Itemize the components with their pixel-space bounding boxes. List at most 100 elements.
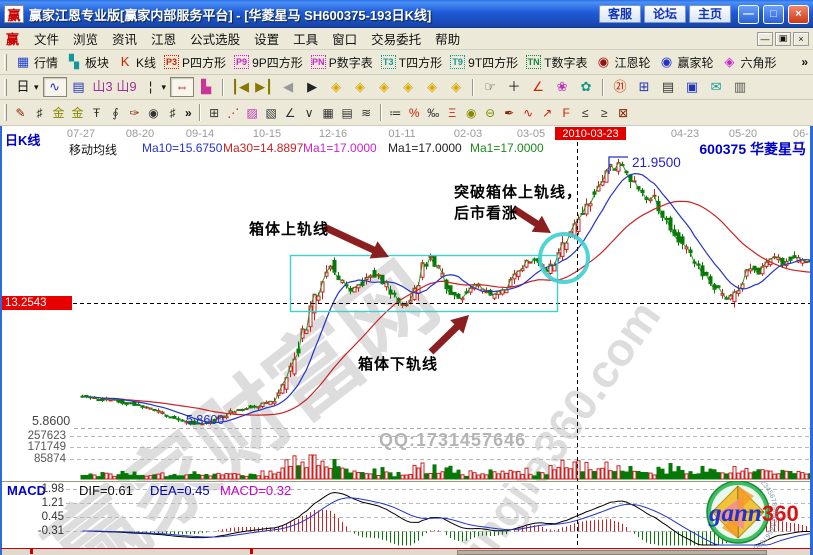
titlebar-link-2[interactable]: 主页 xyxy=(688,5,731,23)
toolbar-p-square-button[interactable]: P3 P四方形 xyxy=(160,52,230,73)
wave-tool-button[interactable]: ∿ xyxy=(523,105,534,120)
gann-box-center-button[interactable]: ◈ xyxy=(420,77,444,97)
menu-item-5[interactable]: 设置 xyxy=(254,33,280,47)
box-tool-button[interactable]: ⊞ xyxy=(209,105,220,120)
menu-item-0[interactable]: 文件 xyxy=(34,33,60,47)
gann-grid-button[interactable]: ≔ xyxy=(389,105,402,120)
toolbar-overflow-button[interactable]: » xyxy=(801,55,808,69)
pen-tool-button[interactable]: ✎ xyxy=(15,105,26,120)
toolbar-grip[interactable] xyxy=(4,104,7,121)
resistance-line-button[interactable]: ≥ xyxy=(600,105,608,120)
box-x-tool-button[interactable]: ⊠ xyxy=(618,105,629,120)
menu-item-4[interactable]: 公式选股 xyxy=(190,33,241,47)
gann-box-full-button[interactable]: ◈ xyxy=(444,77,468,97)
scrollbar-thumb[interactable] xyxy=(457,550,767,555)
printer-button[interactable]: ▥ xyxy=(728,77,752,97)
curve-overlay-toggle-button[interactable]: ∿ xyxy=(42,77,67,97)
toolbar-t-number-table-button[interactable]: TN T数字表 xyxy=(522,52,591,73)
toolbar-grip[interactable] xyxy=(4,78,7,96)
angle-tool-button[interactable]: ∠ xyxy=(526,77,550,97)
circle-grid-button[interactable]: ◉ xyxy=(148,105,159,120)
level-lines-button[interactable]: Ξ xyxy=(448,105,457,120)
draw-pen2-button[interactable]: ✒ xyxy=(504,105,515,120)
menu-item-6[interactable]: 工具 xyxy=(293,33,319,47)
gann-box-both-button[interactable]: ◈ xyxy=(372,77,396,97)
golden-box-button[interactable]: 金 xyxy=(71,106,84,120)
mdi-minimize-button[interactable]: — xyxy=(757,31,773,46)
percent-line-button[interactable]: % xyxy=(408,105,420,120)
color-volume-chart-button[interactable]: ▙ xyxy=(194,77,218,97)
mdi-close-button[interactable]: × xyxy=(793,31,809,46)
save-disk-button[interactable]: ▣ xyxy=(680,77,704,97)
chart-canvas[interactable] xyxy=(2,126,810,548)
flower-tool-button[interactable]: ❀ xyxy=(550,77,574,97)
gann-box-left-button[interactable]: ◈ xyxy=(324,77,348,97)
net-send-button[interactable]: ✉ xyxy=(704,77,728,97)
candle-width-picker-button[interactable]: ¦ ▾ xyxy=(139,77,171,97)
hash-grid-button[interactable]: ♯ xyxy=(36,105,43,120)
menu-item-7[interactable]: 窗口 xyxy=(332,33,358,47)
close-button[interactable]: × xyxy=(788,4,809,24)
zigzag-lines-button[interactable]: ∨ xyxy=(304,105,314,120)
calculator-button[interactable]: ⊞ xyxy=(632,77,656,97)
notebook-button[interactable]: ▤ xyxy=(656,77,680,97)
winner-wheel-label: 赢家轮 xyxy=(677,55,714,70)
last-page-button[interactable]: ▶┃ xyxy=(252,77,276,97)
menu-item-3[interactable]: 江恩 xyxy=(151,33,177,47)
titlebar-link-0[interactable]: 客服 xyxy=(598,5,641,23)
menu-item-8[interactable]: 交易委托 xyxy=(371,33,422,47)
shaded-box-button[interactable]: ▨ xyxy=(246,105,258,120)
time-ruler-button[interactable]: Ŧ xyxy=(92,105,101,120)
toolbar-p-number-table-button[interactable]: PN P数字表 xyxy=(307,52,377,73)
toolbar-quotes-button[interactable]: ▦ 行情 xyxy=(11,52,62,73)
menu-item-1[interactable]: 浏览 xyxy=(73,33,99,47)
prev-page-button[interactable]: ◀ xyxy=(276,77,300,97)
toolbar-grip[interactable] xyxy=(4,53,7,71)
fib-tool-button[interactable]: F xyxy=(562,105,570,120)
compress-klines-button[interactable]: ⇔ xyxy=(170,77,195,97)
fan-box-button[interactable]: ▧ xyxy=(265,105,277,120)
info-panel-button[interactable]: ▤ xyxy=(67,77,91,97)
next-page-button[interactable]: ▶ xyxy=(300,77,324,97)
gann-box-right-button[interactable]: ◈ xyxy=(348,77,372,97)
comb-grid-button[interactable]: ♯ xyxy=(169,105,176,120)
menu-item-2[interactable]: 资讯 xyxy=(112,33,138,47)
support-line-button[interactable]: ≤ xyxy=(581,105,589,120)
bars-3-indicator-button[interactable]: 山3 xyxy=(91,77,115,97)
trend-up-line-button[interactable]: ↗ xyxy=(542,105,553,120)
toolbar-hexagon-button[interactable]: ◈ 六角形 xyxy=(718,52,781,73)
toolbar-p9-square-button[interactable]: P9 9P四方形 xyxy=(230,52,307,73)
golden-section-button[interactable]: 金 xyxy=(52,106,65,120)
first-page-button[interactable]: ┃◀ xyxy=(228,77,252,97)
calendar-button[interactable]: ㉑ xyxy=(608,77,632,97)
fan-lines-button[interactable]: ⋰ xyxy=(227,105,240,120)
small-wheel-button[interactable]: ◉ xyxy=(465,105,477,120)
maximize-button[interactable]: □ xyxy=(763,4,784,24)
toolbar-draw-overflow-button[interactable]: » xyxy=(185,105,192,120)
marker-pen-button[interactable]: ✑ xyxy=(129,105,140,120)
table-grid-button[interactable]: ▤ xyxy=(341,105,353,120)
golden-line-button[interactable]: ⊖ xyxy=(485,105,496,120)
toolbar-t-square-button[interactable]: T3 T四方形 xyxy=(377,52,446,73)
menu-item-9[interactable]: 帮助 xyxy=(435,33,461,47)
spiral-tool-button[interactable]: ∮ xyxy=(112,105,119,120)
bars-9-indicator-button[interactable]: 山9 xyxy=(115,77,139,97)
angle-lines-button[interactable]: ∠ xyxy=(284,105,296,120)
toolbar-winner-wheel-button[interactable]: ◉ 赢家轮 xyxy=(654,52,717,73)
parallel-lines-button[interactable]: ≋ xyxy=(361,105,372,120)
toolbar-kline-button[interactable]: K K线 xyxy=(113,52,160,73)
permille-line-button[interactable]: ‰ xyxy=(427,105,440,120)
mdi-restore-button[interactable]: ▣ xyxy=(775,31,791,46)
toolbar-t9-square-button[interactable]: T9 9T四方形 xyxy=(446,52,522,73)
crosshair-tool-button[interactable]: ＋ xyxy=(502,77,526,97)
gann-box-expand-button[interactable]: ◈ xyxy=(396,77,420,97)
titlebar-link-1[interactable]: 论坛 xyxy=(643,5,686,23)
dense-grid-button[interactable]: ▦ xyxy=(322,105,334,120)
hand-tool-button[interactable]: ☞ xyxy=(478,77,502,97)
toolbar-gann-wheel-button[interactable]: ◉ 江恩轮 xyxy=(591,52,654,73)
candle-style-picker-button[interactable]: 日 ▾ xyxy=(11,77,43,97)
minimize-button[interactable]: — xyxy=(738,4,759,24)
toolbar-sectors-button[interactable]: ▚ 板块 xyxy=(62,52,113,73)
pattern-tool-button[interactable]: ✿ xyxy=(574,77,598,97)
